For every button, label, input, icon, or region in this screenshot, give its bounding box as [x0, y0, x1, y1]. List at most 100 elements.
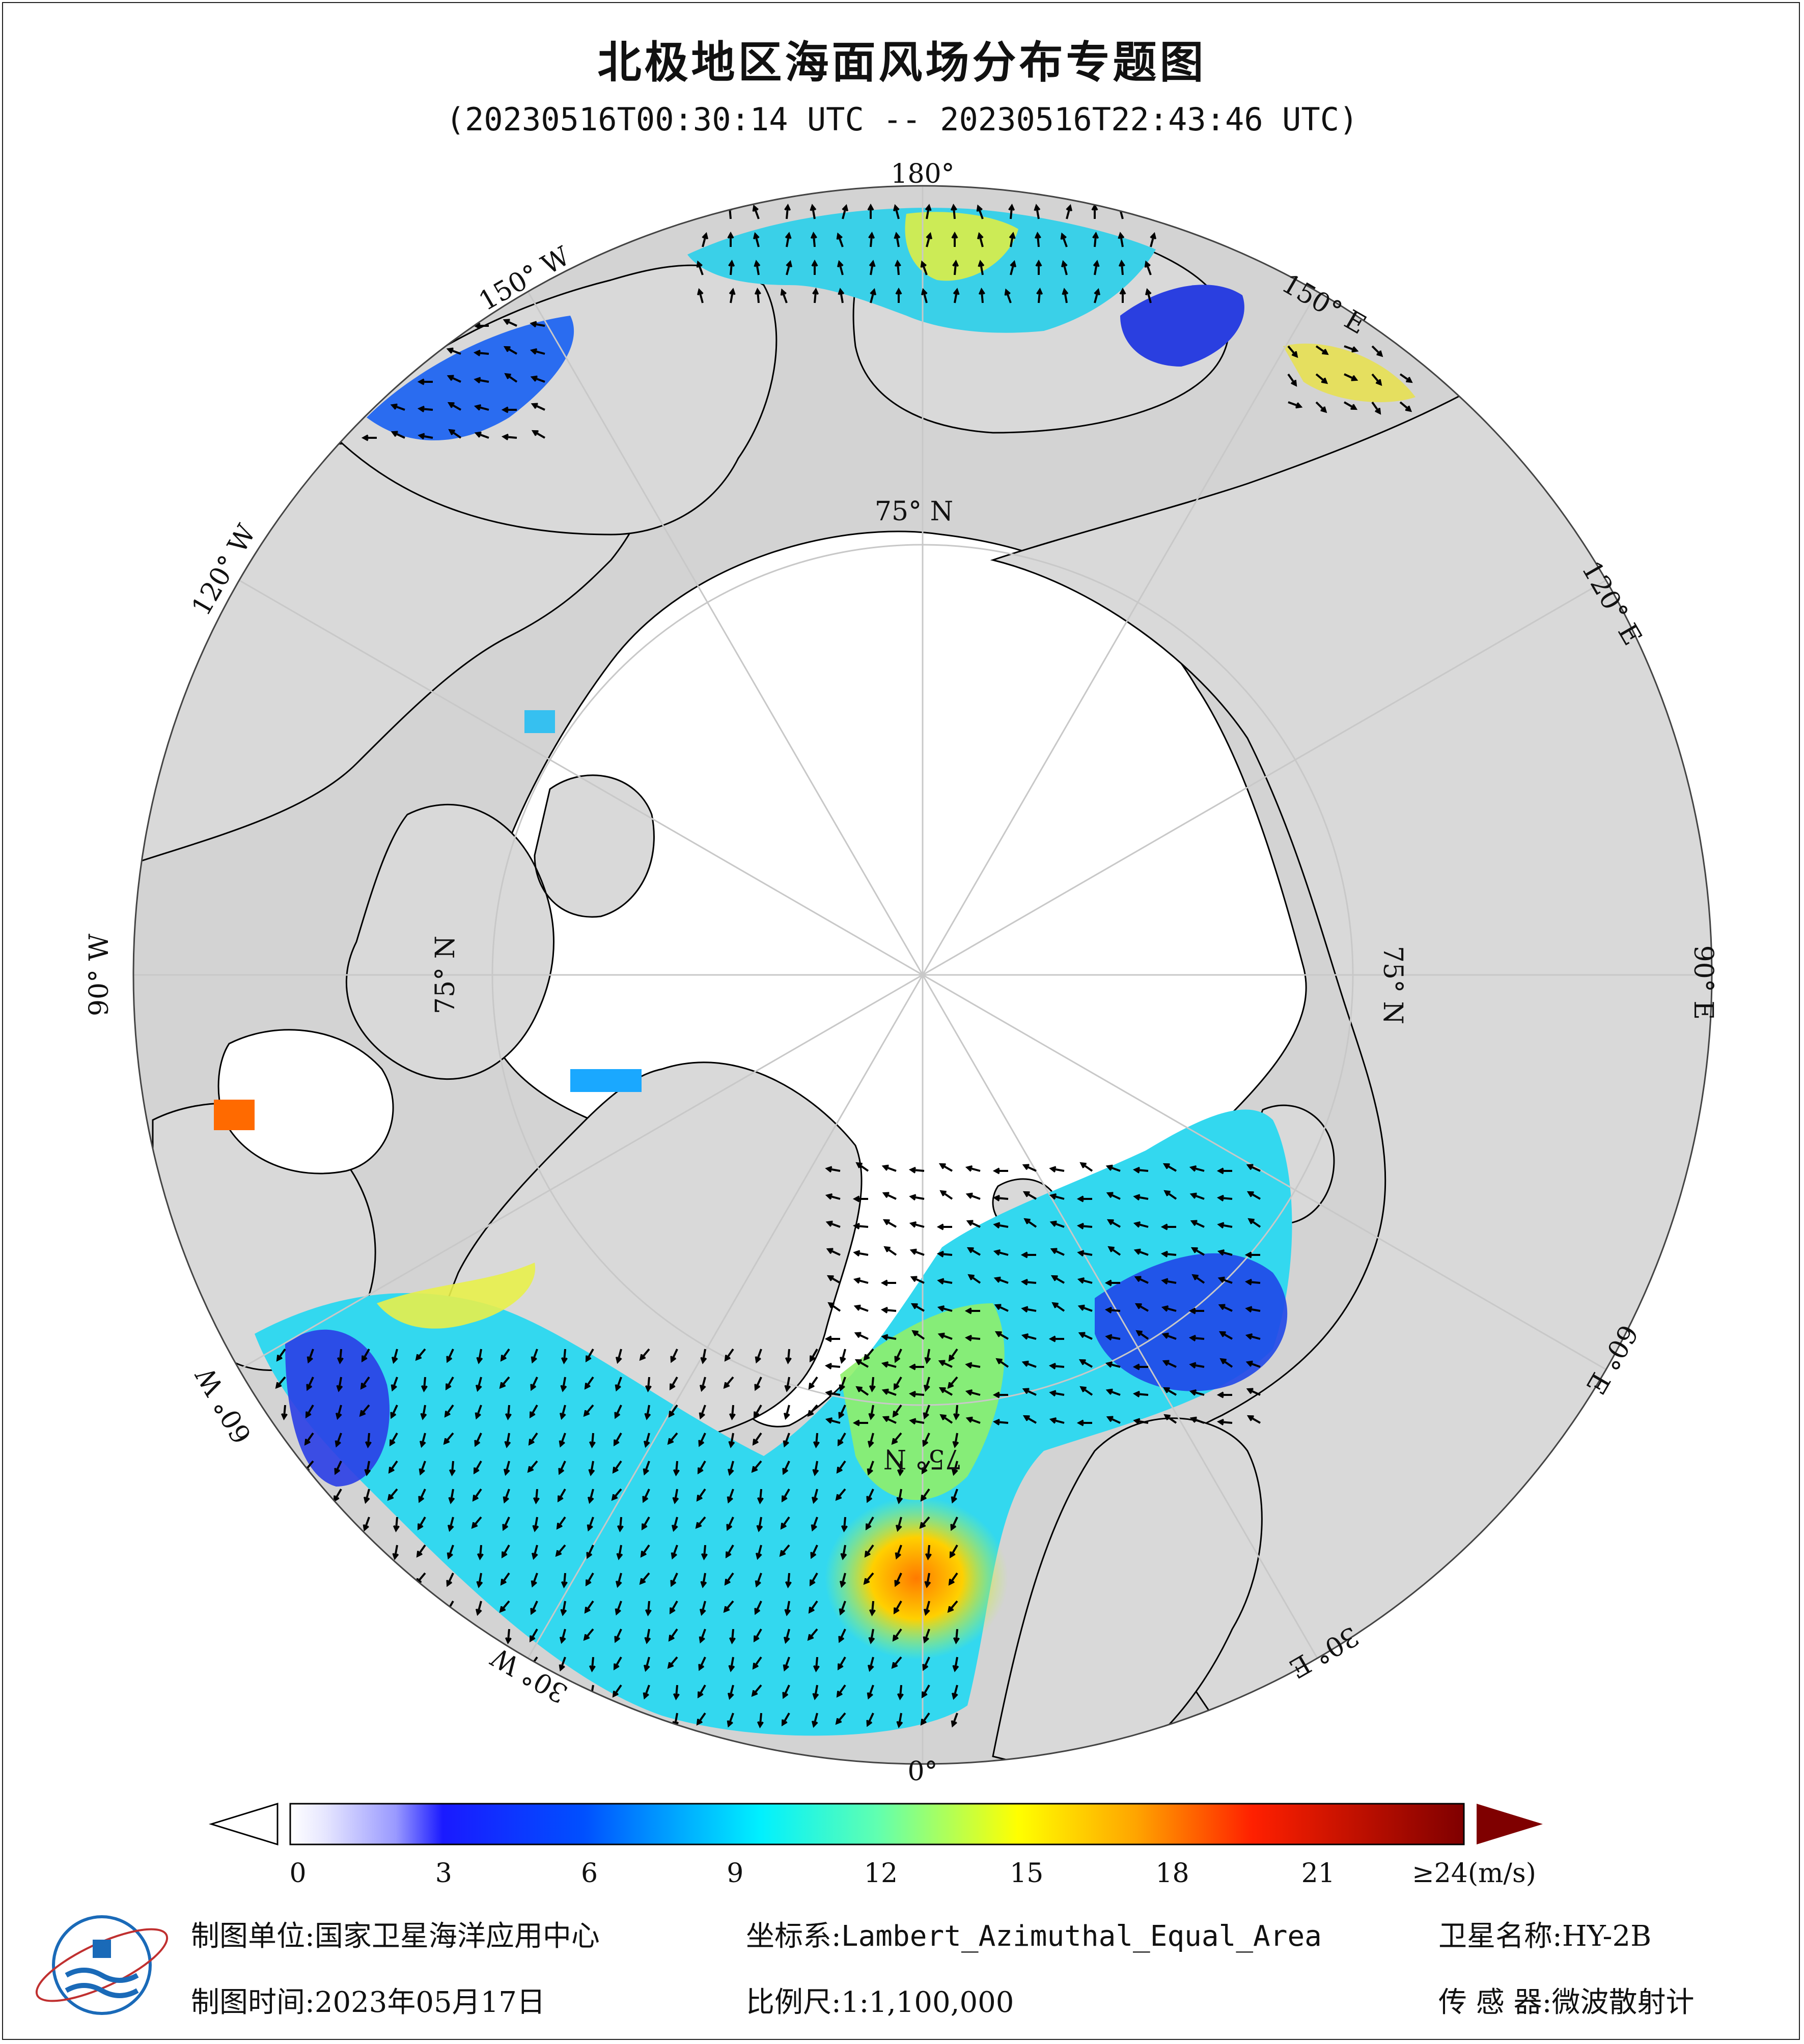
wind-vector-arrow	[782, 1685, 790, 1699]
wind-vector-arrow	[670, 1349, 678, 1363]
wind-vector-arrow	[557, 1489, 566, 1503]
wind-vector-arrow	[388, 1460, 398, 1474]
wind-vector-arrow	[613, 1433, 622, 1447]
wind-vector-arrow	[752, 1432, 762, 1446]
wind-vector-arrow	[882, 1219, 897, 1228]
wind-vector-arrow	[645, 1377, 652, 1393]
wind-vector-arrow	[951, 1713, 958, 1728]
wind-vector-arrow	[939, 1414, 953, 1424]
colorbar-under-triangle	[208, 1802, 279, 1846]
wind-vector-arrow	[967, 1274, 981, 1284]
wind-vector-arrow	[1093, 260, 1100, 275]
wind-vector-arrow	[724, 1348, 734, 1362]
wind-vector-arrow	[853, 1304, 869, 1312]
wind-vector-arrow	[1010, 260, 1017, 275]
wind-vector-arrow	[444, 1404, 454, 1418]
footer-date-label: 制图时间:	[191, 1986, 315, 2019]
wind-vector-arrow	[667, 1656, 678, 1669]
wind-vector-arrow	[1144, 260, 1152, 275]
wind-vector-arrow	[449, 1461, 456, 1477]
wind-vector-arrow	[893, 1601, 902, 1615]
wind-vector-arrow	[751, 1684, 762, 1697]
wind-vector-arrow	[948, 1572, 958, 1586]
footer-sensor-label: 传 感 器:	[1438, 1986, 1552, 2019]
wind-vector-arrow	[783, 1629, 790, 1644]
wind-vector-arrow	[1132, 1363, 1148, 1370]
wind-vector-arrow	[869, 1377, 876, 1393]
wind-vector-arrow	[474, 1433, 482, 1447]
wind-vector-arrow	[1132, 1390, 1149, 1397]
wind-vector-arrow	[951, 1461, 958, 1476]
wind-vector-arrow	[555, 1544, 566, 1557]
wind-vector-arrow	[783, 1433, 790, 1448]
wind-vector-arrow	[1219, 1358, 1233, 1368]
wind-vector-arrow	[1118, 232, 1125, 247]
wind-vector-arrow	[1135, 1330, 1149, 1340]
wind-vector-arrow	[910, 1303, 925, 1312]
colorbar-tick-18: 18	[1155, 1858, 1189, 1889]
wind-vector-arrow	[855, 1162, 869, 1172]
wind-vector-arrow	[669, 1601, 678, 1615]
wind-vector-arrow	[275, 1376, 286, 1389]
wind-vector-arrow	[855, 1386, 869, 1396]
wind-vector-arrow	[448, 429, 462, 439]
wind-vector-arrow	[729, 1405, 736, 1421]
wind-vector-arrow	[949, 1545, 958, 1559]
wind-vector-arrow	[1062, 288, 1069, 303]
wind-vector-arrow	[448, 1489, 455, 1504]
wind-vector-arrow	[1034, 231, 1041, 247]
wind-vector-arrow	[702, 232, 709, 247]
wind-vector-arrow	[1049, 1220, 1065, 1228]
wind-vector-arrow	[953, 1629, 960, 1645]
wind-vector-arrow	[585, 1349, 594, 1363]
wind-vector-arrow	[892, 1628, 902, 1642]
wind-vector-arrow	[476, 1349, 483, 1364]
wind-vector-arrow	[361, 434, 377, 441]
footer-satellite-value: HY-2B	[1562, 1920, 1652, 1953]
wind-vector-arrow	[360, 1376, 370, 1390]
wind-vector-arrow	[812, 1685, 819, 1700]
wind-vector-arrow	[305, 1405, 314, 1419]
wind-vector-arrow	[505, 1629, 512, 1645]
colorbar-tick-15: 15	[1010, 1858, 1044, 1889]
wind-vector-arrow	[978, 287, 985, 303]
wind-vector-arrow	[447, 1517, 454, 1532]
wind-vector-arrow	[782, 1461, 790, 1475]
wind-vector-arrow	[1105, 1164, 1121, 1172]
wind-vector-arrow	[1190, 1220, 1205, 1228]
wind-vector-arrow	[559, 1629, 566, 1644]
wind-vector-arrow	[839, 1349, 846, 1364]
wind-vector-arrow	[993, 1276, 1009, 1284]
wind-vector-arrow	[699, 1377, 706, 1392]
wind-vector-arrow	[893, 1377, 902, 1391]
wind-vector-arrow	[446, 347, 461, 355]
wind-vector-arrow	[612, 1460, 622, 1474]
wind-vector-arrow	[1244, 1251, 1260, 1258]
wind-vector-arrow	[1021, 1360, 1037, 1368]
wind-vector-arrow	[866, 1713, 874, 1727]
wind-vector-arrow	[925, 1545, 932, 1561]
wind-swath-bering-yellow	[905, 212, 1018, 281]
wind-vector-arrow	[920, 1712, 930, 1726]
wind-vector-arrow	[1189, 1165, 1205, 1172]
wind-vector-arrow	[530, 1377, 538, 1391]
wind-vector-arrow	[1118, 259, 1125, 275]
wind-vector-arrow	[696, 260, 704, 275]
wind-vector-arrow	[1036, 287, 1043, 303]
wind-swath-alaska-gulf	[367, 316, 574, 440]
wind-vector-arrow	[1371, 345, 1383, 357]
wind-vector-arrow	[880, 1279, 896, 1286]
wind-vector-arrow	[909, 1221, 925, 1228]
wind-vector-arrow	[420, 1405, 427, 1420]
wind-vector-arrow	[1133, 1248, 1149, 1256]
wind-vector-arrow	[1061, 260, 1068, 275]
wind-vector-arrow	[699, 1405, 706, 1420]
wind-vector-arrow	[614, 1405, 622, 1419]
wind-vector-arrow	[585, 1573, 594, 1587]
wind-vector-arrow	[504, 1433, 511, 1448]
wind-vector-arrow	[1287, 373, 1297, 387]
wind-vector-arrow	[501, 1545, 510, 1559]
wind-vector-arrow	[1133, 1194, 1149, 1201]
wind-vector-arrow	[418, 433, 433, 440]
